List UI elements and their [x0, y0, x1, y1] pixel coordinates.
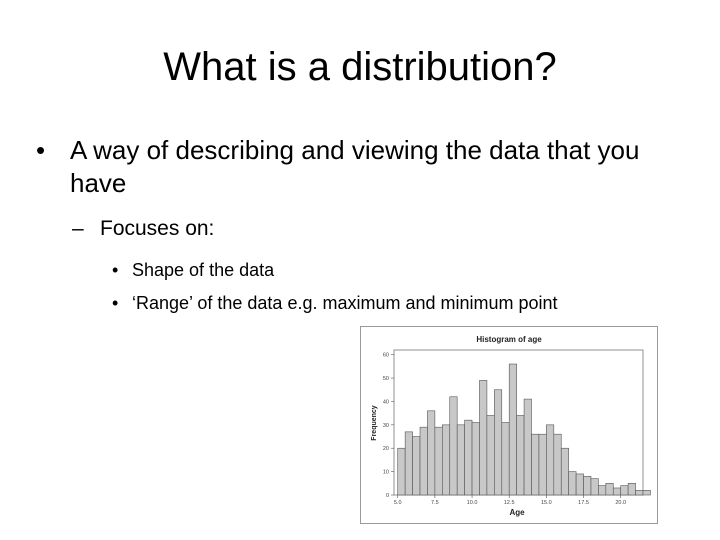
- histogram-bar: [598, 485, 607, 496]
- histogram-bar: [494, 389, 503, 496]
- histogram-bar: [605, 483, 614, 496]
- histogram-bar: [419, 426, 428, 496]
- histogram-bar: [479, 380, 488, 496]
- histogram-bar: [531, 433, 540, 496]
- histogram-bar: [546, 424, 555, 496]
- histogram-bar: [583, 475, 592, 496]
- bullet-level-3-shape: • Shape of the data: [112, 258, 274, 282]
- histogram-bar: [427, 410, 436, 496]
- x-axis-label: Age: [509, 508, 525, 517]
- histogram-bar: [568, 471, 577, 496]
- y-tick-label: 20: [383, 446, 389, 452]
- sub-sub-bullet-text: Shape of the data: [132, 260, 275, 280]
- slide-title: What is a distribution?: [163, 45, 557, 89]
- chart-title: Histogram of age: [476, 335, 542, 344]
- bullet-marker: •: [112, 260, 119, 280]
- dash-marker: –: [72, 217, 84, 240]
- histogram-bar: [442, 424, 451, 496]
- histogram-bar: [635, 490, 644, 496]
- y-tick-label: 60: [383, 353, 389, 359]
- histogram-bar: [590, 478, 599, 496]
- histogram-chart: Histogram of age Age Frequency 0 10 20 30 40…: [360, 326, 666, 524]
- histogram-bar: [612, 487, 622, 496]
- histogram-bar: [434, 426, 443, 496]
- sub-sub-bullet-text: ‘Range’ of the data e.g. maximum and min…: [132, 293, 558, 313]
- histogram-bar: [516, 415, 525, 496]
- x-tick-label: 7.5: [431, 500, 439, 506]
- bullet-level-3-range: • ‘Range’ of the data e.g. maximum and mi…: [112, 291, 558, 315]
- x-tick-label: 5.0: [394, 500, 402, 506]
- histogram-bar: [397, 447, 406, 496]
- x-tick-label: 10.0: [467, 500, 478, 506]
- bullet-level-2: – Focuses on:: [72, 215, 214, 243]
- histogram-bar: [627, 483, 636, 496]
- histogram-bar: [538, 433, 547, 496]
- x-tick-label: 12.5: [504, 500, 515, 506]
- histogram-bar: [575, 473, 584, 496]
- histogram-bar: [642, 490, 651, 496]
- bullet-text: A way of describing and viewing the data…: [70, 135, 640, 198]
- histogram-bar: [508, 363, 517, 496]
- bullet-level-1: • A way of describing and viewing the da…: [36, 134, 696, 200]
- y-tick-label: 10: [383, 470, 389, 476]
- histogram-bar: [412, 436, 421, 496]
- x-tick-label: 20.0: [615, 500, 626, 506]
- x-tick-label: 17.5: [578, 500, 589, 506]
- histogram-bar: [501, 422, 510, 496]
- histogram-bar: [553, 433, 562, 496]
- plot-area: 0 10 20 30 40 50 60 5.0 7.5 10.0 12.5 15.0 17.5 20.0: [383, 349, 666, 506]
- x-tick-label: 15.0: [541, 500, 552, 506]
- histogram-bar: [404, 431, 413, 496]
- sub-bullet-text: Focuses on:: [100, 217, 215, 240]
- histogram-bar: [471, 422, 480, 496]
- histogram-bar: [449, 396, 458, 496]
- histogram-bar: [620, 485, 629, 496]
- histogram-bar: [456, 424, 465, 496]
- y-tick-label: 30: [383, 423, 389, 429]
- bullet-marker: •: [36, 135, 46, 165]
- y-tick-label: 40: [383, 399, 389, 405]
- y-tick-label: 50: [383, 376, 389, 382]
- histogram-svg: Histogram of age Age Frequency 0 10 20 30 40…: [361, 327, 666, 523]
- bullet-marker: •: [112, 293, 119, 313]
- histogram-bar: [560, 447, 569, 496]
- histogram-bar: [523, 398, 532, 496]
- histogram-bar: [464, 419, 473, 496]
- y-tick-label: 0: [386, 493, 389, 499]
- histogram-bar: [486, 415, 495, 496]
- y-axis-label: Frequency: [371, 405, 378, 441]
